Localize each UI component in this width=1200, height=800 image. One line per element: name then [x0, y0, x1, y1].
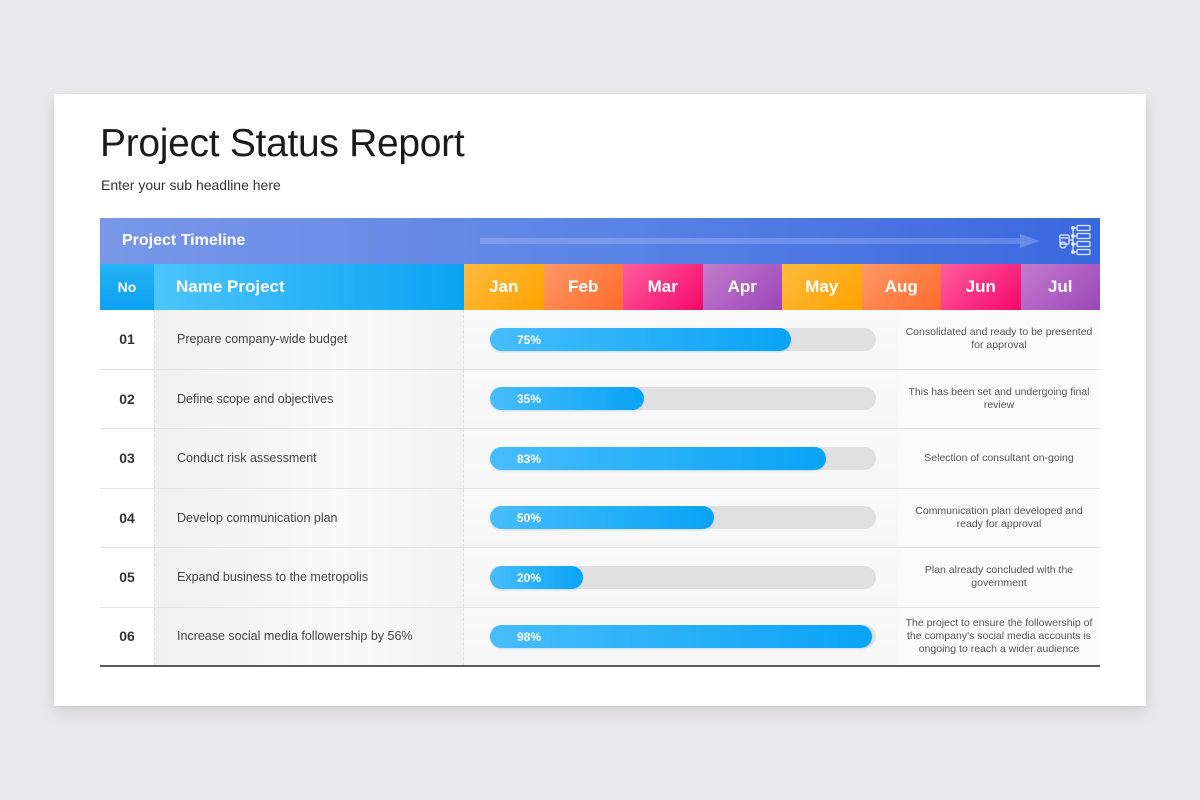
timeline-flow-icon: [1059, 224, 1091, 256]
row-number: 03: [100, 429, 154, 488]
table-row: 03 Conduct risk assessment 83% Selection…: [100, 429, 1100, 489]
status-cell: Consolidated and ready to be presented f…: [898, 310, 1100, 369]
timeline-banner-label: Project Timeline: [122, 232, 246, 249]
progress-track: 35%: [490, 387, 876, 411]
month-header-jun: Jun: [941, 264, 1021, 310]
column-header-name: Name Project: [154, 264, 464, 310]
progress-label: 98%: [517, 629, 542, 644]
progress-cell: 75%: [464, 310, 898, 369]
row-number: 04: [100, 488, 154, 547]
progress-track: 83%: [490, 446, 876, 470]
progress-cell: 83%: [464, 429, 898, 488]
status-text: Selection of consultant on-going: [924, 451, 1074, 464]
month-header-mar: Mar: [623, 264, 703, 310]
table-row: 02 Define scope and objectives 35% This …: [100, 369, 1100, 429]
status-text: This has been set and undergoing final r…: [908, 385, 1090, 411]
progress-cell: 35%: [464, 369, 898, 428]
month-header-jan: Jan: [464, 264, 544, 310]
progress-label: 75%: [517, 332, 542, 347]
table-row: 04 Develop communication plan 50% Commun…: [100, 488, 1100, 548]
table-body: 01 Prepare company-wide budget 75% Conso…: [100, 310, 1100, 667]
project-name: Prepare company-wide budget: [154, 310, 464, 369]
page-title: Project Status Report: [100, 122, 465, 165]
table-row: 01 Prepare company-wide budget 75% Conso…: [100, 310, 1100, 370]
project-name: Increase social media followership by 56…: [154, 607, 464, 665]
progress-label: 20%: [517, 570, 542, 585]
table-row: 06 Increase social media followership by…: [100, 607, 1100, 667]
status-cell: This has been set and undergoing final r…: [898, 369, 1100, 428]
progress-label: 35%: [517, 392, 542, 407]
project-name: Define scope and objectives: [154, 369, 464, 428]
timeline-arrow-icon: [480, 234, 1040, 248]
progress-cell: 50%: [464, 488, 898, 547]
progress-track: 50%: [490, 506, 876, 530]
row-number: 01: [100, 310, 154, 369]
project-name: Develop communication plan: [154, 488, 464, 547]
progress-fill: [490, 327, 792, 351]
month-header-apr: Apr: [702, 264, 782, 310]
progress-fill: [490, 624, 873, 648]
status-cell: Selection of consultant on-going: [898, 429, 1100, 488]
progress-fill: [490, 446, 826, 470]
status-text: Plan already concluded with the governme…: [924, 564, 1074, 590]
progress-track: 75%: [490, 327, 876, 351]
status-text: Communication plan developed and ready f…: [915, 504, 1083, 530]
month-header-aug: Aug: [861, 264, 941, 310]
status-cell: Plan already concluded with the governme…: [898, 548, 1100, 607]
row-number: 05: [100, 548, 154, 607]
progress-track: 98%: [490, 624, 876, 648]
project-name: Expand business to the metropolis: [154, 548, 464, 607]
slide-card: Project Status Report Enter your sub hea…: [54, 94, 1146, 706]
timeline-banner: Project Timeline: [100, 218, 1100, 264]
progress-cell: 98%: [464, 607, 898, 665]
month-header-jul: Jul: [1020, 264, 1100, 310]
column-header-no: No: [100, 264, 154, 310]
row-number: 02: [100, 369, 154, 428]
progress-fill: [490, 506, 714, 530]
progress-track: 20%: [490, 565, 876, 589]
progress-fill: [490, 565, 583, 589]
project-status-table: Project Timeline: [100, 218, 1100, 667]
month-header-may: May: [782, 264, 862, 310]
status-text: The project to ensure the followership o…: [905, 616, 1093, 655]
progress-label: 50%: [517, 511, 542, 526]
status-cell: The project to ensure the followership o…: [898, 607, 1100, 665]
status-text: Consolidated and ready to be presented f…: [905, 326, 1093, 352]
month-headers: Jan Feb Mar Apr May Aug Jun Jul: [464, 264, 1100, 310]
progress-fill: [490, 387, 645, 411]
progress-label: 83%: [517, 451, 542, 466]
table-row: 05 Expand business to the metropolis 20%…: [100, 548, 1100, 608]
page-subtitle: Enter your sub headline here: [101, 177, 281, 193]
progress-cell: 20%: [464, 548, 898, 607]
month-header-feb: Feb: [543, 264, 623, 310]
row-number: 06: [100, 607, 154, 665]
status-cell: Communication plan developed and ready f…: [898, 488, 1100, 547]
project-name: Conduct risk assessment: [154, 429, 464, 488]
table-header-row: No Name Project Jan Feb Mar Apr May Aug …: [100, 264, 1100, 310]
